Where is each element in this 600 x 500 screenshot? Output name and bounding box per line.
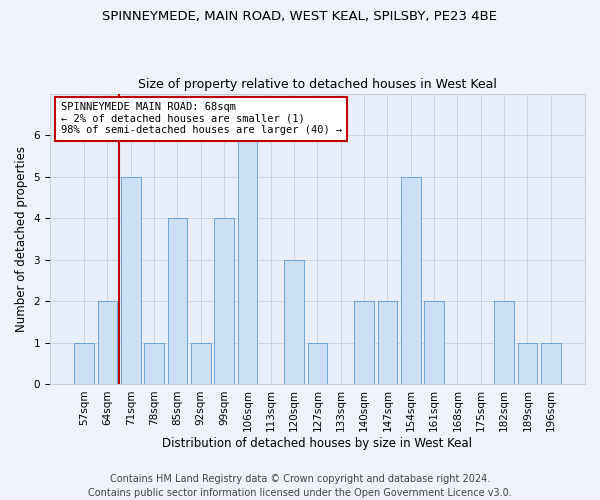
- Bar: [401, 176, 421, 384]
- Bar: [284, 260, 304, 384]
- Bar: [74, 343, 94, 384]
- Bar: [494, 302, 514, 384]
- Bar: [541, 343, 560, 384]
- Bar: [518, 343, 538, 384]
- Bar: [308, 343, 328, 384]
- Bar: [144, 343, 164, 384]
- Text: SPINNEYMEDE MAIN ROAD: 68sqm
← 2% of detached houses are smaller (1)
98% of semi: SPINNEYMEDE MAIN ROAD: 68sqm ← 2% of det…: [61, 102, 342, 136]
- Bar: [377, 302, 397, 384]
- Bar: [121, 176, 141, 384]
- X-axis label: Distribution of detached houses by size in West Keal: Distribution of detached houses by size …: [163, 437, 472, 450]
- Bar: [238, 135, 257, 384]
- Title: Size of property relative to detached houses in West Keal: Size of property relative to detached ho…: [138, 78, 497, 91]
- Bar: [191, 343, 211, 384]
- Text: SPINNEYMEDE, MAIN ROAD, WEST KEAL, SPILSBY, PE23 4BE: SPINNEYMEDE, MAIN ROAD, WEST KEAL, SPILS…: [103, 10, 497, 23]
- Bar: [167, 218, 187, 384]
- Y-axis label: Number of detached properties: Number of detached properties: [15, 146, 28, 332]
- Bar: [354, 302, 374, 384]
- Text: Contains HM Land Registry data © Crown copyright and database right 2024.
Contai: Contains HM Land Registry data © Crown c…: [88, 474, 512, 498]
- Bar: [424, 302, 444, 384]
- Bar: [214, 218, 234, 384]
- Bar: [98, 302, 118, 384]
